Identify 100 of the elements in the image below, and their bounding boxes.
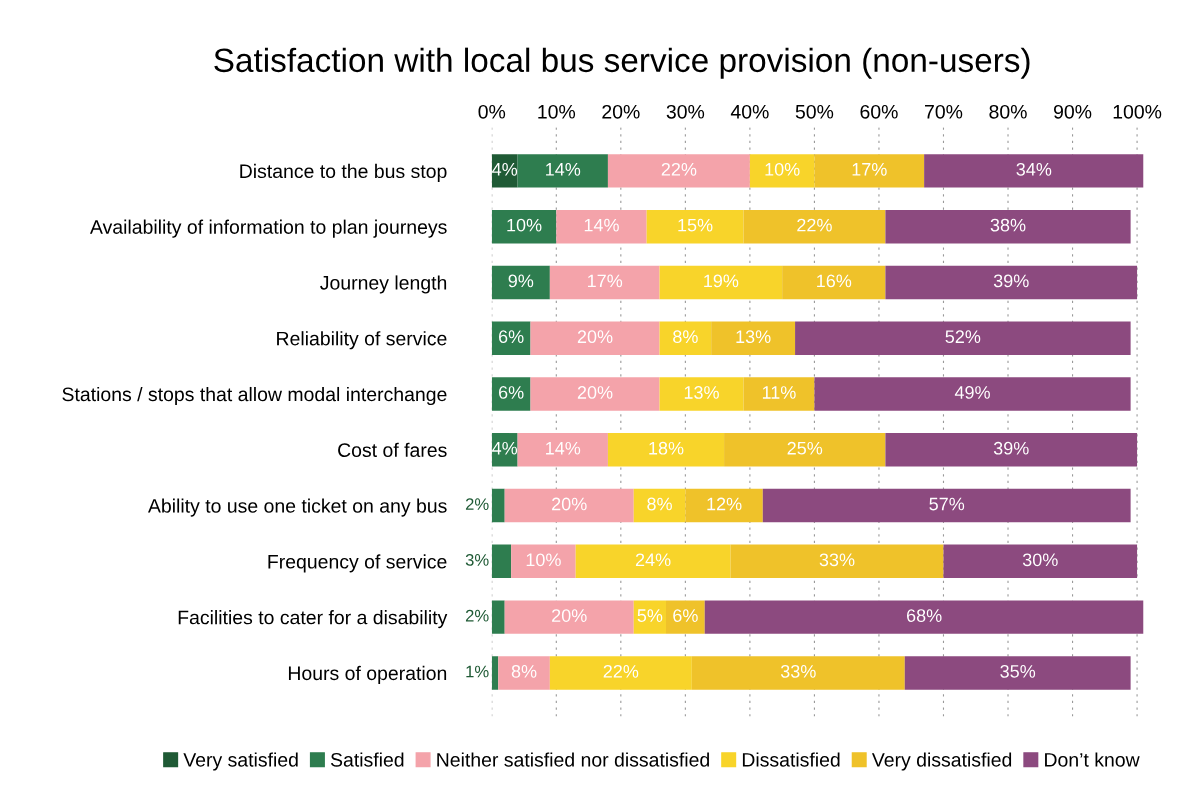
legend-label: Very satisfied	[183, 752, 298, 771]
data-label: 25%	[787, 441, 823, 455]
data-label: 20%	[577, 386, 613, 399]
x-tick-label: 30%	[666, 104, 705, 119]
bar	[549, 656, 692, 690]
data-label: 24%	[635, 553, 671, 567]
data-label: 22%	[797, 218, 832, 232]
legend-label: Don’t know	[1045, 752, 1140, 767]
y-tick-label: Ability to use one ticket on any bus	[147, 498, 447, 517]
x-tick-label: 0%	[478, 104, 506, 119]
y-tick-label: Cost of fares	[338, 442, 447, 458]
bar	[685, 488, 763, 523]
bar	[924, 154, 1144, 188]
data-label: 6%	[499, 386, 524, 399]
bar	[943, 544, 1138, 579]
x-tick-label: 60%	[860, 104, 898, 119]
y-tick-label: Distance to the bus stop	[240, 163, 447, 182]
legend-label: Neither satisfied nor dissatisfied	[437, 752, 709, 767]
data-label: 13%	[684, 386, 719, 399]
bar	[504, 488, 634, 523]
data-label: 20%	[552, 609, 587, 622]
data-label: 8%	[673, 330, 698, 344]
bar	[491, 209, 557, 244]
x-tick-label: 20%	[602, 104, 640, 119]
bar	[530, 377, 660, 411]
bar	[749, 154, 815, 188]
x-tick-label: 10%	[538, 104, 576, 119]
bar	[491, 321, 531, 355]
bar	[633, 488, 686, 523]
bar	[691, 656, 905, 690]
data-label: 3%	[465, 554, 489, 566]
data-label: 17%	[852, 163, 887, 176]
data-label: 4%	[492, 441, 518, 455]
bar	[491, 154, 518, 188]
bar	[549, 265, 660, 300]
bar	[646, 209, 744, 244]
data-label: 4%	[492, 163, 518, 176]
data-label: 13%	[736, 330, 771, 344]
bar	[491, 656, 499, 690]
bar	[666, 600, 705, 634]
bar	[517, 433, 608, 467]
x-tick-label: 100%	[1113, 104, 1162, 119]
bar	[491, 488, 505, 523]
x-tick-label: 80%	[989, 104, 1027, 119]
bar	[782, 265, 886, 300]
bar	[743, 377, 815, 411]
data-label: 8%	[511, 664, 537, 678]
data-label: 33%	[819, 553, 855, 567]
bar	[904, 656, 1131, 690]
bar	[511, 544, 576, 579]
bar	[633, 600, 667, 634]
bar	[498, 656, 550, 690]
bar	[885, 209, 1131, 244]
legend-label: Dissatisfied	[742, 752, 840, 767]
data-label: 14%	[546, 163, 581, 176]
data-label: 35%	[1000, 664, 1036, 678]
bar	[491, 377, 531, 411]
bar	[762, 488, 1131, 523]
x-tick-label: 40%	[730, 104, 769, 119]
bar	[556, 209, 647, 244]
legend-label: Satisfied	[330, 752, 404, 767]
bar	[491, 265, 550, 300]
bar	[724, 433, 886, 467]
bar	[530, 321, 660, 355]
data-label: 39%	[993, 274, 1029, 288]
x-tick-label: 50%	[795, 104, 834, 119]
bar	[885, 265, 1138, 300]
y-tick-label: Facilities to cater for a disability	[178, 610, 448, 629]
data-label: 6%	[499, 330, 524, 344]
data-label: 5%	[637, 609, 663, 622]
data-label: 15%	[678, 218, 713, 232]
y-tick-label: Frequency of service	[268, 554, 447, 573]
data-label: 39%	[993, 441, 1029, 455]
data-label: 17%	[588, 274, 623, 288]
bar	[814, 154, 925, 188]
data-label: 57%	[929, 497, 965, 511]
data-label: 20%	[552, 497, 587, 511]
bar	[607, 433, 725, 467]
bar	[491, 433, 518, 467]
bar	[517, 154, 608, 188]
chart-title: Satisfaction with local bus service provision (non-users)	[214, 47, 1030, 79]
data-label: 1%	[466, 665, 489, 678]
data-label: 11%	[762, 386, 796, 399]
data-label: 52%	[945, 330, 981, 344]
bar	[659, 265, 783, 300]
x-tick-label: 90%	[1054, 104, 1092, 119]
y-tick-label: Reliability of service	[277, 331, 447, 350]
y-tick-label: Stations / stops that allow modal interchange	[62, 386, 447, 406]
bar	[491, 544, 512, 579]
x-tick-label: 70%	[925, 104, 963, 119]
legend-label: Very dissatisfied	[871, 752, 1012, 771]
bar	[504, 600, 634, 634]
bar	[814, 377, 1131, 411]
data-label: 10%	[507, 218, 542, 232]
data-label: 9%	[508, 274, 534, 288]
bar	[491, 600, 505, 634]
bar	[743, 209, 886, 244]
data-label: 22%	[603, 664, 639, 678]
bar	[607, 154, 750, 188]
data-label: 30%	[1022, 553, 1058, 567]
